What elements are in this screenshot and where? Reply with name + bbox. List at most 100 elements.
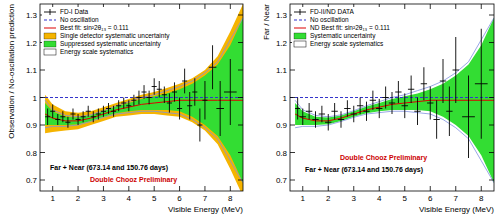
legend-label: No oscillation (60, 16, 99, 23)
band-outline (45, 18, 243, 117)
data-point (131, 95, 136, 106)
panel: 123456780.70.80.911.11.21.3Visible Energ… (7, 4, 243, 214)
legend-swatch (44, 28, 56, 29)
legend-label: FD-I Data (60, 8, 89, 15)
data-point (427, 87, 433, 120)
legend-label: Suppressed systematic uncertainty (60, 40, 162, 48)
data-point (111, 106, 116, 117)
legend-swatch (44, 9, 56, 15)
x-tick-label: 6 (428, 194, 433, 203)
data-point (414, 98, 420, 126)
x-tick-label: 2 (76, 194, 81, 203)
y-tick-label: 0.9 (276, 121, 288, 130)
y-tick-label: 1.1 (276, 66, 288, 75)
data-point (65, 117, 70, 128)
y-tick-label: 0.9 (26, 121, 38, 130)
x-tick-label: 3 (101, 194, 106, 203)
data-point (116, 100, 121, 111)
data-point (187, 92, 192, 120)
band-outline (295, 18, 494, 117)
legend-label: Best fit: sin²2θ₁₃ = 0.111 (60, 24, 129, 31)
chart: 123456780.70.80.911.11.21.3Visible Energ… (0, 0, 500, 220)
legend-swatch (44, 49, 56, 55)
data-point (167, 93, 172, 112)
data-point (157, 81, 162, 98)
data-point (389, 92, 395, 114)
y-tick (290, 180, 494, 181)
legend-swatch (294, 41, 306, 47)
data-point (101, 106, 106, 117)
data-point (453, 37, 459, 103)
x-tick-label: 7 (203, 194, 208, 203)
legend-swatch (294, 9, 306, 15)
data-point (421, 67, 427, 100)
legend-background (292, 7, 393, 49)
y-tick-label: 1.1 (26, 66, 38, 75)
x-tick (179, 4, 180, 191)
legend-label: Energy scale systematics (60, 48, 134, 56)
data-point (60, 111, 65, 122)
data-point (370, 91, 376, 110)
data-point (147, 91, 152, 105)
curve (45, 100, 243, 121)
legend-swatch (294, 28, 306, 29)
x-tick (404, 4, 405, 191)
data-point (351, 106, 357, 123)
x-tick-label: 2 (326, 194, 331, 203)
plot-frame (290, 4, 494, 191)
legend-swatch (44, 41, 56, 47)
y-tick-label: 0.8 (276, 149, 288, 158)
data-point (319, 106, 325, 123)
y-axis-label: Far / Near (262, 4, 271, 40)
band-outline (295, 111, 494, 183)
legend-swatch (294, 33, 306, 39)
y-tick (290, 97, 494, 98)
data-point (357, 98, 363, 115)
x-tick (230, 4, 231, 191)
data-point (197, 109, 202, 142)
data-point (344, 100, 350, 117)
data-point (300, 109, 306, 126)
data-point (382, 87, 388, 109)
band-outline (45, 111, 243, 183)
annotation: Double Chooz Preliminary (340, 154, 427, 162)
data-point (177, 98, 182, 120)
data-point (202, 81, 207, 120)
x-tick-label: 5 (152, 194, 157, 203)
data-point (363, 102, 369, 121)
data-point (136, 91, 141, 105)
legend-swatch (294, 20, 306, 21)
data-point (462, 76, 475, 159)
x-tick-label: 5 (403, 194, 408, 203)
data-point (402, 93, 408, 118)
data-point (81, 111, 86, 122)
data-point (162, 87, 167, 104)
x-tick-label: 8 (228, 194, 233, 203)
data-point (216, 81, 224, 136)
y-tick (40, 97, 243, 98)
x-axis-label: Visible Energy (MeV) (168, 205, 243, 214)
data-point (295, 98, 300, 120)
annotation: Far + Near (673.14 and 150.76 days) (305, 166, 423, 174)
uncertainty-band (45, 18, 243, 183)
data-point (224, 59, 237, 125)
x-tick (430, 4, 431, 191)
annotation: Far + Near (673.14 and 150.76 days) (50, 164, 168, 172)
data-point (325, 114, 331, 131)
x-tick-label: 6 (177, 194, 182, 203)
data-point (142, 85, 147, 99)
x-tick-label: 3 (352, 194, 357, 203)
y-tick-label: 0.7 (26, 176, 38, 185)
legend-label: Systematic uncertainty (310, 32, 376, 40)
x-tick-label: 4 (377, 194, 382, 203)
y-tick-label: 1.2 (26, 39, 38, 48)
legend-background (42, 7, 172, 57)
annotation: Double Chooz Preliminary (90, 176, 177, 184)
data-point (50, 104, 55, 118)
data-point (172, 82, 177, 101)
y-tick-label: 0.8 (26, 149, 38, 158)
y-tick-label: 1 (33, 94, 38, 103)
data-point (91, 111, 96, 122)
uncertainty-band (295, 18, 494, 183)
data-point (182, 69, 187, 94)
